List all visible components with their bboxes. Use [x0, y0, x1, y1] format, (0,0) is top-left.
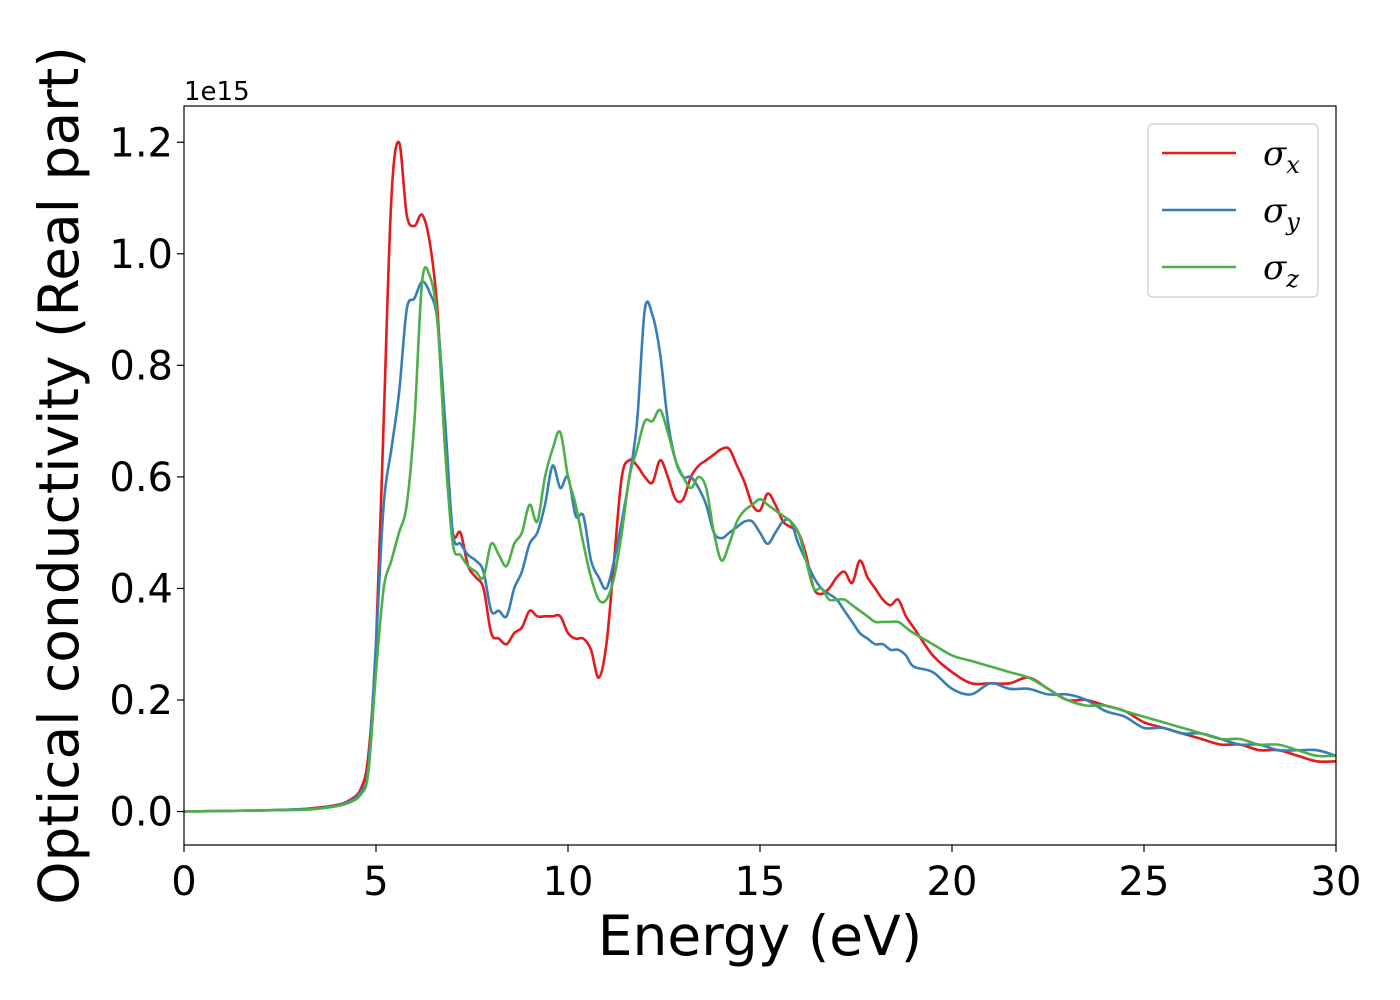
x-tick-label: 25 [1119, 859, 1170, 905]
y-axis-offset-text: 1e15 [184, 77, 250, 107]
x-tick-label: 10 [543, 859, 594, 905]
series-line-z [184, 266, 1336, 813]
y-tick-label: 0.6 [109, 455, 173, 501]
plot-area-frame [183, 105, 1337, 846]
x-axis-title: Energy (eV) [598, 904, 922, 968]
y-tick-label: 0.0 [109, 790, 173, 836]
y-tick-label: 0.2 [109, 678, 173, 724]
y-tick-label: 0.4 [109, 566, 173, 612]
legend-subscript-z: z [1285, 265, 1299, 293]
x-tick-label: 0 [171, 859, 196, 905]
x-axis-ticks: 0 5 10 15 20 25 30 [171, 845, 1361, 905]
y-axis-title: Optical conductivity (Real part) [27, 46, 91, 905]
series-layer [184, 140, 1336, 813]
legend-subscript-x: x [1286, 151, 1300, 179]
y-tick-label: 1.0 [109, 232, 173, 278]
x-tick-label: 5 [363, 859, 388, 905]
series-line-x [184, 140, 1336, 813]
x-tick-label: 20 [927, 859, 978, 905]
x-tick-label: 30 [1311, 859, 1362, 905]
y-tick-label: 0.8 [109, 343, 173, 389]
y-tick-label: 1.2 [109, 120, 173, 166]
x-tick-label: 15 [735, 859, 786, 905]
series-line-y [184, 280, 1336, 813]
y-axis-ticks: 0.0 0.2 0.4 0.6 0.8 1.0 1.2 [109, 120, 184, 836]
legend-subscript-y: y [1285, 208, 1300, 236]
